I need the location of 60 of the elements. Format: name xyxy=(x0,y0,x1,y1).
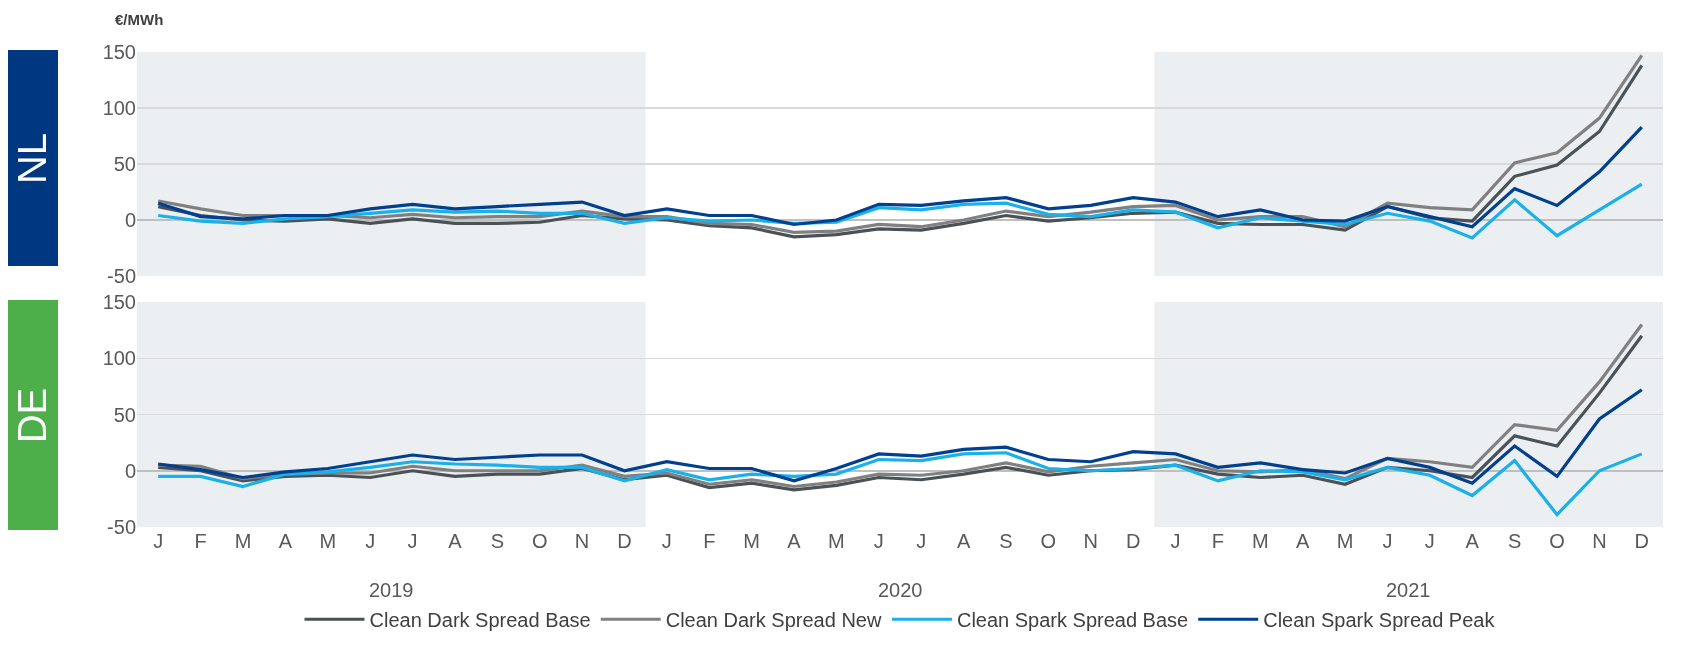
y-tick-label: 150 xyxy=(102,41,136,63)
y-tick-label: 0 xyxy=(124,209,136,231)
line-series xyxy=(156,451,1644,517)
x-tick-label: J xyxy=(1382,530,1393,552)
legend-label: Clean Spark Spread Peak xyxy=(1263,609,1496,632)
x-tick-label: J xyxy=(365,530,376,552)
x-tick-label: A xyxy=(787,530,802,552)
x-tick-label: J xyxy=(1424,530,1435,552)
legend-label: Clean Spark Spread Base xyxy=(956,609,1189,632)
x-tick-label: D xyxy=(1125,530,1141,552)
text: 2021 xyxy=(1386,579,1431,601)
x-tick-label: D xyxy=(617,530,632,552)
x-tick-label: J xyxy=(1170,530,1181,552)
x-tick-label: A xyxy=(956,530,971,552)
x-tick-label: J xyxy=(873,530,884,552)
x-tick-label: S xyxy=(1507,530,1522,552)
x-tick-label: S xyxy=(490,530,504,552)
x-tick-label: O xyxy=(1549,530,1565,552)
y-axis-title: €/MWh xyxy=(115,11,164,28)
text: 2019 xyxy=(369,579,414,601)
x-tick-label: N xyxy=(1592,530,1607,552)
text: NL xyxy=(10,132,56,184)
line-series xyxy=(156,182,1644,240)
x-tick-label: D xyxy=(1634,530,1650,552)
x-tick-label: J xyxy=(661,530,672,552)
x-tick-label: M xyxy=(828,530,845,552)
text: 2020 xyxy=(878,579,923,601)
x-tick-label: O xyxy=(1040,530,1057,552)
line-series xyxy=(156,125,1644,229)
text: DE xyxy=(10,387,56,443)
line-series xyxy=(156,388,1644,485)
y-tick-label: -50 xyxy=(107,265,136,287)
y-tick-label: 0 xyxy=(124,459,136,482)
x-tick-label: F xyxy=(1211,530,1225,552)
y-tick-label: 100 xyxy=(102,97,136,119)
x-tick-label: M xyxy=(319,530,337,552)
x-tick-label: A xyxy=(448,530,463,552)
y-tick-label: 50 xyxy=(113,403,136,426)
legend-label: Clean Dark Spread New xyxy=(665,609,882,632)
y-tick-label: 100 xyxy=(102,347,136,370)
x-tick-label: J xyxy=(153,530,164,552)
y-tick-label: -50 xyxy=(107,516,136,538)
x-tick-label: A xyxy=(1465,530,1480,552)
x-tick-label: M xyxy=(743,530,760,552)
x-tick-label: M xyxy=(234,530,252,552)
x-tick-label: J xyxy=(916,530,927,552)
x-tick-label: S xyxy=(999,530,1013,552)
x-tick-label: M xyxy=(1251,530,1269,552)
x-tick-label: O xyxy=(531,530,548,552)
x-tick-label: M xyxy=(1336,530,1354,552)
legend-label: Clean Dark Spread Base xyxy=(369,609,591,632)
x-tick-label: A xyxy=(278,530,293,552)
x-tick-label: F xyxy=(703,530,716,552)
x-tick-label: F xyxy=(194,530,207,552)
x-tick-label: A xyxy=(1296,530,1311,552)
x-tick-label: N xyxy=(574,530,590,552)
y-tick-label: 50 xyxy=(113,153,136,175)
x-tick-label: J xyxy=(407,530,418,552)
x-tick-label: N xyxy=(1083,530,1098,552)
y-tick-label: 150 xyxy=(102,291,136,313)
